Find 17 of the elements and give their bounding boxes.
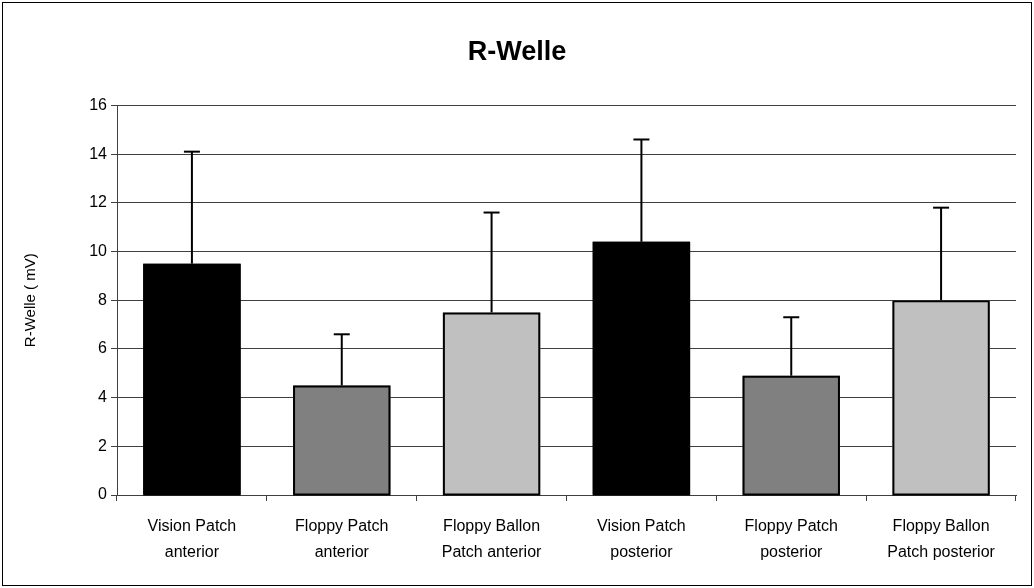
chart-title: R-Welle: [467, 35, 567, 66]
y-tick-label: 6: [98, 339, 108, 357]
y-tick-label: 10: [89, 241, 108, 259]
y-tick-label: 12: [89, 193, 108, 211]
x-tick-label: Vision Patch anterior: [147, 517, 237, 560]
y-tick-label: 4: [98, 388, 108, 406]
x-tick-label: Floppy Patch posterior: [744, 517, 838, 560]
y-tick-label: 14: [89, 144, 108, 162]
x-tick-label: Floppy Ballon Patch posterior: [887, 517, 996, 560]
y-axis-title: R-Welle ( mV): [21, 253, 39, 348]
y-tick-label: 16: [89, 95, 108, 113]
x-tick-label: Vision Patch posterior: [597, 517, 686, 560]
y-tick-label: 0: [98, 485, 108, 503]
y-tick-label: 8: [98, 290, 108, 308]
y-tick-label: 2: [98, 436, 108, 454]
x-tick-label: Floppy Ballon Patch anterior: [441, 517, 543, 560]
x-tick-label: Floppy Patch anterior: [295, 517, 389, 560]
